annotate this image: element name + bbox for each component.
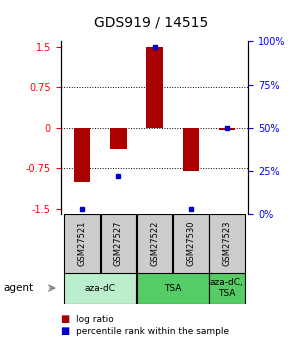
Bar [219, 128, 235, 130]
Text: GSM27530: GSM27530 [186, 220, 195, 266]
Bar [65, 214, 100, 273]
Bar [182, 128, 199, 171]
Text: log ratio: log ratio [76, 315, 114, 324]
Bar [137, 214, 172, 273]
Bar [209, 214, 245, 273]
Bar [137, 273, 208, 304]
Text: GDS919 / 14515: GDS919 / 14515 [94, 16, 209, 29]
Text: GSM27523: GSM27523 [222, 220, 231, 266]
Text: GSM27521: GSM27521 [78, 220, 87, 266]
Bar [74, 128, 90, 181]
Text: ■: ■ [61, 314, 70, 324]
Bar [110, 128, 127, 149]
Text: aza-dC,
TSA: aza-dC, TSA [210, 278, 244, 298]
Text: agent: agent [3, 283, 33, 293]
Text: percentile rank within the sample: percentile rank within the sample [76, 327, 229, 336]
Bar [101, 214, 136, 273]
Text: GSM27522: GSM27522 [150, 220, 159, 266]
Text: ■: ■ [61, 326, 70, 336]
Bar [209, 273, 245, 304]
Text: GSM27527: GSM27527 [114, 220, 123, 266]
Bar [65, 273, 136, 304]
Text: TSA: TSA [164, 284, 181, 293]
Bar [146, 47, 163, 128]
Bar [173, 214, 208, 273]
Text: aza-dC: aza-dC [85, 284, 116, 293]
